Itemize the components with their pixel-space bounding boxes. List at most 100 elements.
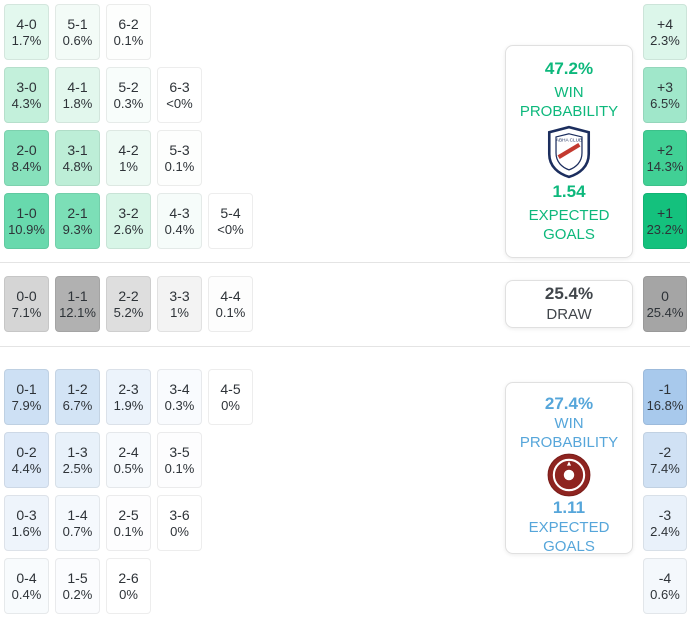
- home-win-probability-panel: 47.2% WIN PROBABILITY ABHA CLUB 1.54 EXP…: [505, 45, 633, 258]
- score-cell: 6-3 <0%: [157, 67, 202, 123]
- score-label: 1-3: [67, 443, 88, 460]
- section-divider: [0, 262, 690, 263]
- score-label: 2-5: [118, 506, 139, 523]
- score-cell: 3-4 0.3%: [157, 369, 202, 425]
- draw-goal-diff-column: 0 25.4%: [643, 276, 687, 332]
- score-label: 1-2: [67, 380, 88, 397]
- draw-score-grid: 0-0 7.1% 1-1 12.1% 2-2 5.2% 3-3 1% 4-4 0.1%: [4, 276, 253, 332]
- probability-label: 0.2%: [62, 586, 93, 602]
- score-cell: -1 16.8%: [643, 369, 687, 425]
- score-label: 0-4: [16, 569, 37, 586]
- score-cell: 1-1 12.1%: [55, 276, 100, 332]
- probability-label: 0.1%: [113, 32, 144, 48]
- probability-label: 4.4%: [11, 460, 42, 476]
- score-cell: 3-2 2.6%: [106, 193, 151, 249]
- score-label: 2-4: [118, 443, 139, 460]
- probability-label: 10.9%: [8, 221, 45, 237]
- score-cell: 4-0 1.7%: [4, 4, 49, 60]
- probability-label: 1%: [119, 158, 138, 174]
- score-cell: 0-2 4.4%: [4, 432, 49, 488]
- probability-label: 2.4%: [650, 523, 680, 539]
- score-label: 3-6: [169, 506, 190, 523]
- score-cell: 0 25.4%: [643, 276, 687, 332]
- score-cell: 3-0 4.3%: [4, 67, 49, 123]
- probability-label: 0.6%: [62, 32, 93, 48]
- score-label: 4-5: [220, 380, 241, 397]
- draw-probability-value: 25.4%: [544, 284, 594, 303]
- probability-label: 0.1%: [113, 523, 144, 539]
- probability-label: 6.7%: [62, 397, 93, 413]
- probability-label: 12.1%: [59, 304, 96, 320]
- score-row: -3 2.4%: [643, 495, 687, 551]
- probability-label: 0%: [221, 397, 240, 413]
- score-cell: 3-6 0%: [157, 495, 202, 551]
- score-label: 5-3: [169, 141, 190, 158]
- probability-label: 14.3%: [646, 158, 684, 174]
- score-cell: 6-2 0.1%: [106, 4, 151, 60]
- score-row: -4 0.6%: [643, 558, 687, 614]
- away-score-grid: 0-1 7.9% 1-2 6.7% 2-3 1.9% 3-4 0.3% 4-5 0% 0-2 4.4%…: [4, 369, 253, 614]
- score-cell: 4-1 1.8%: [55, 67, 100, 123]
- score-cell: 2-6 0%: [106, 558, 151, 614]
- score-cell: 1-2 6.7%: [55, 369, 100, 425]
- score-label: 0-2: [16, 443, 37, 460]
- home-win-probability-value: 47.2%: [544, 59, 594, 78]
- score-label: +1: [657, 204, 673, 221]
- probability-label: 0.1%: [215, 304, 246, 320]
- score-label: 4-4: [220, 287, 241, 304]
- score-label: 2-0: [16, 141, 37, 158]
- score-row: 0-2 4.4% 1-3 2.5% 2-4 0.5% 3-5 0.1%: [4, 432, 253, 488]
- probability-label: 7.1%: [11, 304, 42, 320]
- score-cell: +1 23.2%: [643, 193, 687, 249]
- score-label: -2: [658, 443, 672, 460]
- probability-label: 8.4%: [11, 158, 42, 174]
- score-label: 5-4: [220, 204, 241, 221]
- score-label: 1-1: [67, 287, 88, 304]
- probability-label: 2.5%: [62, 460, 93, 476]
- score-label: 0: [661, 287, 669, 304]
- score-cell: 5-3 0.1%: [157, 130, 202, 186]
- score-label: 3-5: [169, 443, 190, 460]
- score-cell: -2 7.4%: [643, 432, 687, 488]
- score-cell: 1-5 0.2%: [55, 558, 100, 614]
- score-cell: 5-2 0.3%: [106, 67, 151, 123]
- score-label: 2-2: [118, 287, 139, 304]
- score-label: 2-1: [67, 204, 88, 221]
- probability-label: 9.3%: [62, 221, 93, 237]
- score-cell: -3 2.4%: [643, 495, 687, 551]
- score-label: -4: [658, 569, 672, 586]
- score-row: +3 6.5%: [643, 67, 687, 123]
- score-label: 3-4: [169, 380, 190, 397]
- score-row: 0-0 7.1% 1-1 12.1% 2-2 5.2% 3-3 1% 4-4 0.1%: [4, 276, 253, 332]
- score-label: 3-0: [16, 78, 37, 95]
- maroon-round-club-crest-icon: [547, 453, 591, 497]
- probability-label: 2.3%: [650, 32, 680, 48]
- probability-label: <0%: [166, 95, 193, 111]
- probability-label: 0.7%: [62, 523, 93, 539]
- score-cell: 3-1 4.8%: [55, 130, 100, 186]
- score-cell: +3 6.5%: [643, 67, 687, 123]
- home-score-grid: 4-0 1.7% 5-1 0.6% 6-2 0.1% 3-0 4.3% 4-1 1.8% 5-2 0.…: [4, 4, 253, 249]
- score-row: 3-0 4.3% 4-1 1.8% 5-2 0.3% 6-3 <0%: [4, 67, 253, 123]
- score-label: 4-0: [16, 15, 37, 32]
- score-cell: 4-2 1%: [106, 130, 151, 186]
- score-label: 5-2: [118, 78, 139, 95]
- score-cell: 4-5 0%: [208, 369, 253, 425]
- score-label: 3-1: [67, 141, 88, 158]
- score-cell: 0-1 7.9%: [4, 369, 49, 425]
- score-label: +2: [657, 141, 673, 158]
- score-label: 6-3: [169, 78, 190, 95]
- probability-label: 1.8%: [62, 95, 93, 111]
- score-row: 1-0 10.9% 2-1 9.3% 3-2 2.6% 4-3 0.4% 5-4 <0%: [4, 193, 253, 249]
- svg-text:ABHA CLUB: ABHA CLUB: [556, 137, 582, 142]
- score-label: 6-2: [118, 15, 139, 32]
- score-label: 2-6: [118, 569, 139, 586]
- score-row: +4 2.3%: [643, 4, 687, 60]
- probability-label: 4.3%: [11, 95, 42, 111]
- score-label: 3-3: [169, 287, 190, 304]
- away-win-probability-panel: 27.4% WIN PROBABILITY 1.11 EXPECTED GOAL…: [505, 382, 633, 555]
- score-label: 4-1: [67, 78, 88, 95]
- score-cell: 3-5 0.1%: [157, 432, 202, 488]
- probability-label: 4.8%: [62, 158, 93, 174]
- score-cell: 4-3 0.4%: [157, 193, 202, 249]
